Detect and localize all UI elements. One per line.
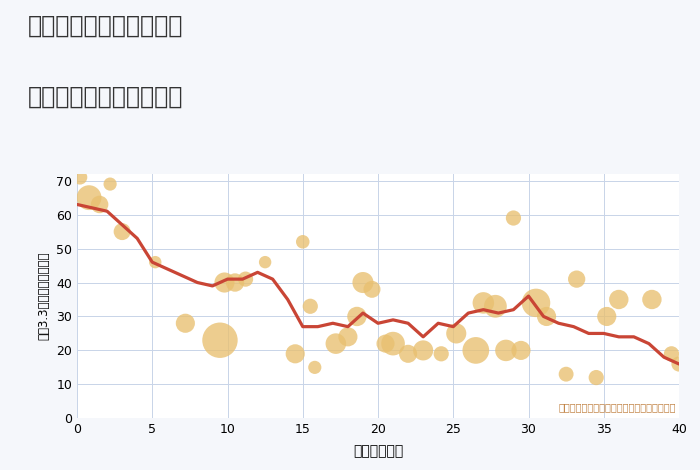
Point — [304, 303, 316, 310]
Point — [508, 214, 519, 222]
X-axis label: 築年数（年）: 築年数（年） — [353, 445, 403, 459]
Point — [613, 296, 624, 303]
Point — [561, 370, 572, 378]
Text: 三重県津市河芸町上野の: 三重県津市河芸町上野の — [28, 14, 183, 38]
Point — [260, 258, 271, 266]
Point — [290, 350, 301, 358]
Point — [451, 329, 462, 337]
Text: 円の大きさは、取引のあった物件面積を示す: 円の大きさは、取引のあった物件面積を示す — [559, 402, 676, 412]
Point — [531, 299, 542, 306]
Point — [366, 286, 377, 293]
Point — [180, 320, 191, 327]
Point — [357, 279, 368, 286]
Point — [673, 360, 685, 368]
Point — [571, 275, 582, 283]
Point — [477, 299, 489, 306]
Point — [74, 173, 85, 181]
Point — [351, 313, 363, 320]
Point — [666, 350, 677, 358]
Point — [435, 350, 447, 358]
Point — [646, 296, 657, 303]
Point — [297, 238, 308, 245]
Point — [380, 340, 391, 347]
Point — [219, 279, 230, 286]
Point — [515, 347, 526, 354]
Point — [104, 180, 116, 188]
Point — [83, 194, 94, 202]
Point — [330, 340, 342, 347]
Point — [230, 279, 241, 286]
Text: 築年数別中古戸建て価格: 築年数別中古戸建て価格 — [28, 85, 183, 109]
Point — [240, 275, 251, 283]
Point — [214, 337, 225, 344]
Point — [342, 333, 354, 341]
Point — [94, 201, 105, 208]
Point — [470, 347, 482, 354]
Point — [116, 228, 128, 235]
Point — [541, 313, 552, 320]
Point — [591, 374, 602, 381]
Point — [417, 347, 428, 354]
Y-axis label: 坪（3.3㎡）単価（万円）: 坪（3.3㎡）単価（万円） — [38, 252, 50, 340]
Point — [601, 313, 612, 320]
Point — [309, 364, 321, 371]
Point — [402, 350, 414, 358]
Point — [500, 347, 512, 354]
Point — [150, 258, 161, 266]
Point — [490, 303, 501, 310]
Point — [388, 340, 399, 347]
